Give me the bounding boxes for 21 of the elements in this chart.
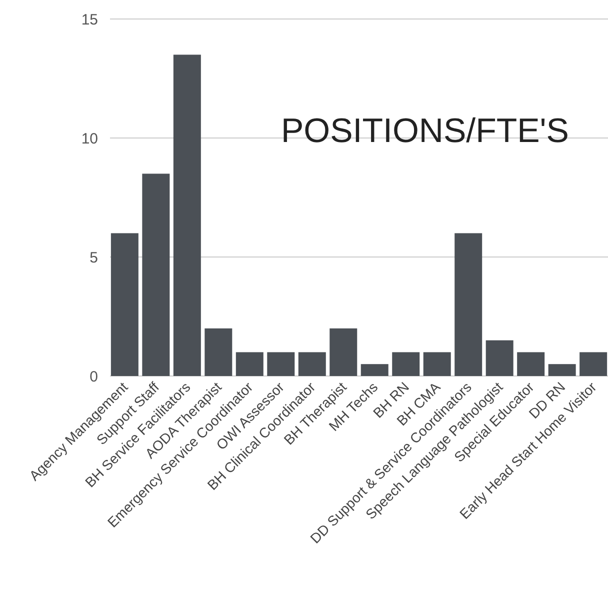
bar [423, 352, 451, 376]
bar [204, 328, 232, 376]
bar [580, 352, 608, 376]
bar [173, 54, 201, 376]
bar [298, 352, 326, 376]
y-tick-label: 15 [81, 11, 98, 28]
bar [548, 364, 576, 376]
y-tick-label: 10 [81, 130, 98, 148]
bar [267, 352, 295, 376]
bar [517, 352, 545, 376]
bar [330, 328, 358, 376]
text: POSITIONS/FTE'S [281, 112, 569, 150]
bar [110, 233, 138, 376]
y-tick-label: 5 [90, 249, 98, 266]
bar [486, 340, 514, 376]
bar [454, 233, 482, 376]
y-tick-label: 0 [90, 368, 98, 386]
bar [142, 174, 170, 376]
bar [236, 352, 264, 376]
bar [392, 352, 420, 376]
bar [360, 364, 388, 376]
